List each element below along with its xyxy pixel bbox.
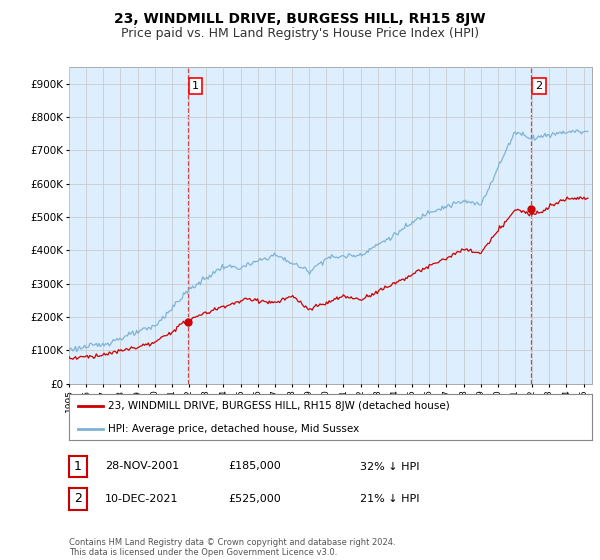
Text: £525,000: £525,000 xyxy=(228,494,281,504)
Text: HPI: Average price, detached house, Mid Sussex: HPI: Average price, detached house, Mid … xyxy=(108,423,359,433)
Text: Price paid vs. HM Land Registry's House Price Index (HPI): Price paid vs. HM Land Registry's House … xyxy=(121,27,479,40)
Text: 28-NOV-2001: 28-NOV-2001 xyxy=(105,461,179,472)
Text: 32% ↓ HPI: 32% ↓ HPI xyxy=(360,461,419,472)
Text: 1: 1 xyxy=(74,460,82,473)
Text: 2: 2 xyxy=(74,492,82,506)
Text: 10-DEC-2021: 10-DEC-2021 xyxy=(105,494,179,504)
Text: 21% ↓ HPI: 21% ↓ HPI xyxy=(360,494,419,504)
Text: 2: 2 xyxy=(535,81,542,91)
Text: £185,000: £185,000 xyxy=(228,461,281,472)
Text: 23, WINDMILL DRIVE, BURGESS HILL, RH15 8JW (detached house): 23, WINDMILL DRIVE, BURGESS HILL, RH15 8… xyxy=(108,400,450,410)
Text: Contains HM Land Registry data © Crown copyright and database right 2024.
This d: Contains HM Land Registry data © Crown c… xyxy=(69,538,395,557)
Text: 1: 1 xyxy=(192,81,199,91)
Text: 23, WINDMILL DRIVE, BURGESS HILL, RH15 8JW: 23, WINDMILL DRIVE, BURGESS HILL, RH15 8… xyxy=(114,12,486,26)
